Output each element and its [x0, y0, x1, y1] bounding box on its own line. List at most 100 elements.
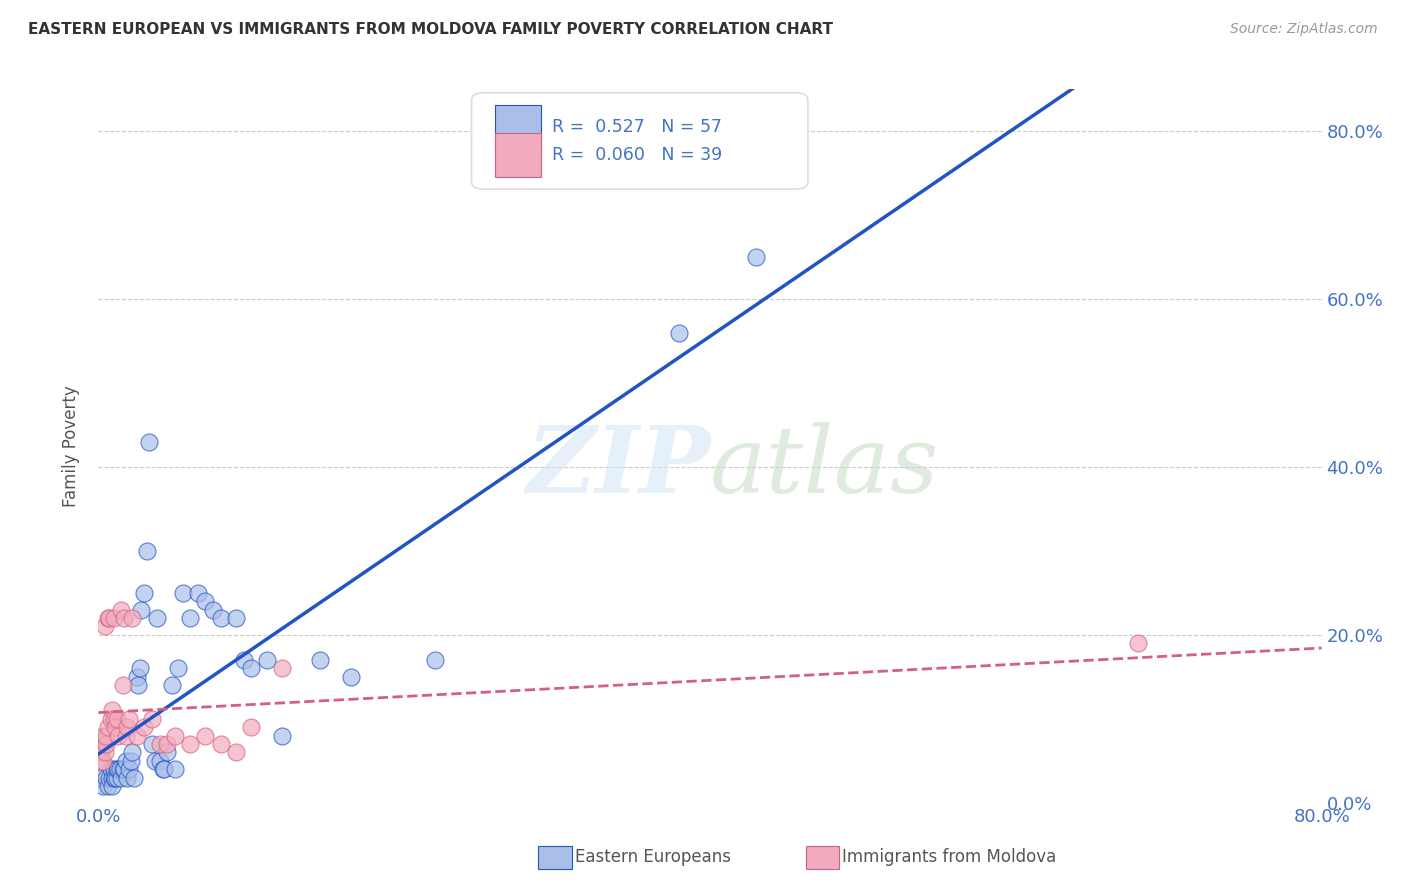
Point — [134, 586, 156, 600]
Point — [153, 762, 176, 776]
Point — [225, 611, 247, 625]
Point — [194, 729, 217, 743]
Point — [91, 779, 114, 793]
Point — [111, 678, 134, 692]
Point — [112, 611, 135, 625]
Point — [121, 746, 143, 760]
Point — [179, 611, 201, 625]
Point — [112, 762, 135, 776]
Point — [309, 653, 332, 667]
Point — [134, 720, 156, 734]
Point — [117, 720, 139, 734]
Point — [97, 720, 120, 734]
FancyBboxPatch shape — [471, 93, 808, 189]
Point — [104, 720, 127, 734]
FancyBboxPatch shape — [495, 105, 541, 148]
Point — [103, 762, 125, 776]
Text: atlas: atlas — [710, 423, 939, 512]
Point — [136, 544, 159, 558]
Point — [104, 771, 127, 785]
Point — [100, 762, 122, 776]
Point — [152, 762, 174, 776]
Point — [101, 703, 124, 717]
Point — [93, 619, 115, 633]
Point — [94, 729, 117, 743]
Point — [98, 611, 121, 625]
Point — [138, 434, 160, 449]
Point — [118, 762, 141, 776]
Point — [240, 720, 263, 734]
Point — [209, 737, 232, 751]
Point — [125, 670, 148, 684]
Point — [97, 611, 120, 625]
Text: ZIP: ZIP — [526, 423, 710, 512]
Point — [172, 586, 194, 600]
Point — [167, 661, 190, 675]
Point — [187, 586, 209, 600]
Point — [163, 729, 186, 743]
Point — [141, 712, 163, 726]
Point — [103, 712, 125, 726]
Point — [129, 603, 152, 617]
Point — [270, 661, 292, 675]
Point — [117, 771, 139, 785]
Text: R =  0.527   N = 57: R = 0.527 N = 57 — [553, 118, 723, 136]
Point — [1128, 636, 1150, 650]
Point — [127, 678, 149, 692]
Point — [163, 762, 186, 776]
Text: R =  0.060   N = 39: R = 0.060 N = 39 — [553, 146, 723, 164]
Text: EASTERN EUROPEAN VS IMMIGRANTS FROM MOLDOVA FAMILY POVERTY CORRELATION CHART: EASTERN EUROPEAN VS IMMIGRANTS FROM MOLD… — [28, 22, 834, 37]
Point — [209, 611, 232, 625]
Point — [103, 611, 125, 625]
Point — [91, 754, 114, 768]
Point — [149, 754, 172, 768]
Point — [89, 754, 111, 768]
Point — [91, 729, 114, 743]
Point — [122, 771, 145, 785]
Point — [256, 653, 278, 667]
Point — [121, 611, 143, 625]
Point — [145, 611, 167, 625]
Point — [202, 603, 225, 617]
Point — [143, 754, 166, 768]
Point — [125, 729, 148, 743]
Point — [94, 737, 117, 751]
Point — [90, 737, 112, 751]
Point — [149, 737, 172, 751]
Point — [120, 754, 142, 768]
Point — [111, 762, 134, 776]
Point — [118, 712, 141, 726]
FancyBboxPatch shape — [495, 134, 541, 177]
Point — [179, 737, 201, 751]
Point — [745, 250, 768, 264]
Point — [101, 771, 124, 785]
Point — [108, 762, 131, 776]
Point — [98, 771, 121, 785]
Point — [339, 670, 361, 684]
Point — [110, 771, 132, 785]
Point — [225, 746, 247, 760]
Point — [100, 712, 122, 726]
Point — [105, 771, 128, 785]
Point — [128, 661, 150, 675]
Point — [141, 737, 163, 751]
Text: Source: ZipAtlas.com: Source: ZipAtlas.com — [1230, 22, 1378, 37]
Point — [90, 771, 112, 785]
Point — [90, 746, 112, 760]
Point — [115, 754, 138, 768]
Point — [110, 603, 132, 617]
Text: Immigrants from Moldova: Immigrants from Moldova — [842, 848, 1056, 866]
Point — [97, 779, 120, 793]
Point — [156, 737, 179, 751]
Point — [105, 712, 128, 726]
Point — [668, 326, 690, 340]
Point — [107, 762, 129, 776]
Point — [93, 746, 115, 760]
Point — [156, 746, 179, 760]
Y-axis label: Family Poverty: Family Poverty — [62, 385, 80, 507]
Point — [270, 729, 292, 743]
Point — [101, 779, 124, 793]
Point — [160, 678, 183, 692]
Point — [103, 771, 125, 785]
Point — [115, 729, 138, 743]
